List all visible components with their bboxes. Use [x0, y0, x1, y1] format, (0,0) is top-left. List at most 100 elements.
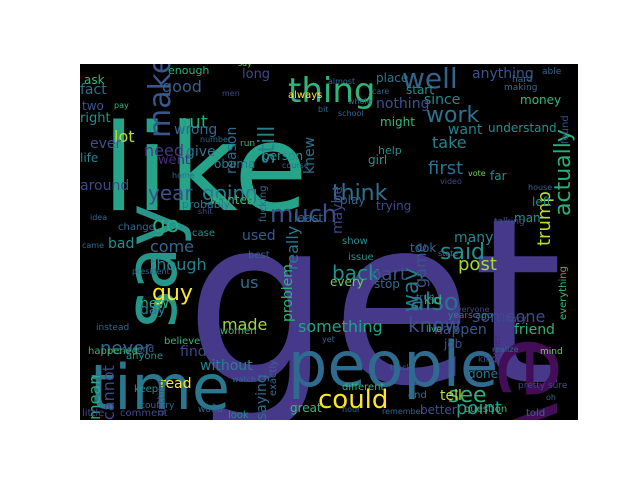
word-care: care: [372, 87, 389, 96]
word-wrong: wrong: [174, 122, 217, 138]
word-work: work: [426, 103, 479, 128]
word-girl: girl: [368, 153, 387, 167]
word-world: world: [198, 405, 223, 415]
word-long: long: [242, 67, 270, 82]
word-yet: yet: [322, 335, 335, 344]
word-idea: idea: [90, 213, 107, 222]
word-see: see: [448, 383, 487, 408]
word-whole: whole: [348, 97, 372, 106]
word-place: place: [376, 71, 408, 85]
word-put: put: [178, 112, 208, 133]
word-far: far: [490, 169, 507, 183]
word-trump: trump: [534, 191, 555, 246]
word-help: help: [378, 144, 402, 157]
word-president: president: [132, 267, 170, 276]
word-still: still: [255, 126, 280, 164]
word-might: might: [380, 115, 415, 129]
word-job: job: [443, 337, 462, 351]
word-either: either: [492, 334, 503, 364]
word-always: always: [288, 90, 322, 101]
word-oh: oh: [546, 393, 556, 402]
word-school: school: [338, 109, 364, 118]
word-anything: anything: [472, 66, 534, 82]
word-well: well: [402, 64, 458, 95]
word-state: state: [438, 249, 458, 258]
word-came: came: [82, 241, 104, 250]
word-probably: probably: [182, 198, 231, 211]
word-cloud-background: [80, 64, 578, 420]
word-obama: obama: [214, 157, 255, 171]
word-pretty-sure: pretty sure: [518, 381, 568, 391]
word-maybe: maybe: [330, 186, 346, 234]
word-also: also: [410, 288, 459, 316]
word-even: even: [475, 336, 578, 420]
word-day: day: [140, 302, 166, 318]
word-case: case: [192, 228, 215, 239]
word-could: could: [318, 385, 388, 415]
word-look: look: [228, 410, 249, 420]
word-knew: knew: [302, 137, 318, 174]
word-live: live: [426, 325, 442, 335]
word-kind: kind: [478, 355, 497, 365]
word-bad: bad: [108, 236, 134, 252]
word-talking: talking: [494, 217, 525, 227]
word-least: least: [294, 211, 323, 225]
word-fucking: fucking: [258, 185, 269, 222]
word-saying: saying: [254, 374, 270, 420]
word-watch: watch: [232, 375, 256, 384]
word-us: us: [240, 273, 258, 292]
word-making: making: [504, 83, 537, 93]
word-need: need: [144, 141, 184, 160]
word-tell: tell: [440, 388, 462, 404]
word-run: run: [240, 139, 255, 149]
word-say: say: [109, 204, 193, 328]
word-realize: realize: [492, 345, 519, 354]
word-go: go: [152, 213, 179, 238]
word-best: best: [248, 250, 270, 261]
word-vote: vote: [468, 169, 486, 178]
word-house: house: [528, 183, 552, 192]
word-trying: trying: [376, 199, 411, 213]
word-game: game: [411, 243, 430, 288]
word-hard: hard: [512, 75, 532, 85]
word-cannot: cannot: [99, 365, 118, 420]
word-since: since: [424, 92, 460, 108]
word-mean: mean: [85, 375, 104, 420]
word-play: play: [340, 193, 365, 207]
word-everyone: everyone: [452, 305, 490, 314]
word-getting: getting: [156, 380, 167, 416]
word-hour: hour: [342, 405, 361, 414]
word-never: never: [100, 338, 152, 359]
word-good: good: [162, 77, 202, 96]
word-question: question: [464, 404, 507, 415]
word-hillary: hillary: [496, 314, 527, 325]
word-much: much: [270, 200, 337, 228]
word-point: point: [456, 398, 502, 419]
word-believe: believe: [164, 336, 200, 347]
word-pay: pay: [114, 101, 129, 110]
word-thing: thing: [288, 71, 375, 111]
word-ask: ask: [84, 73, 105, 87]
word-lot: lot: [114, 127, 135, 146]
word-want: want: [448, 122, 483, 138]
word-said: said: [440, 240, 485, 265]
word-though: though: [150, 255, 207, 274]
word-everything: everything: [558, 266, 569, 320]
word-like: like: [102, 100, 308, 239]
word-country: country: [140, 401, 175, 411]
word-money: money: [520, 93, 561, 107]
word-took: took: [410, 241, 436, 255]
word-problem: problem: [280, 264, 296, 322]
word-black: black: [390, 363, 412, 372]
word-take: take: [432, 133, 467, 152]
word-home: home: [172, 171, 195, 180]
word-left: left: [532, 195, 552, 209]
word-years-ago: years ago: [448, 311, 493, 321]
word-new: new: [140, 296, 169, 312]
word-little: little: [82, 408, 104, 419]
word-stop: stop: [374, 277, 400, 291]
word-great: great: [290, 401, 322, 415]
word-women: women: [220, 326, 257, 337]
word-end: end: [408, 390, 427, 401]
